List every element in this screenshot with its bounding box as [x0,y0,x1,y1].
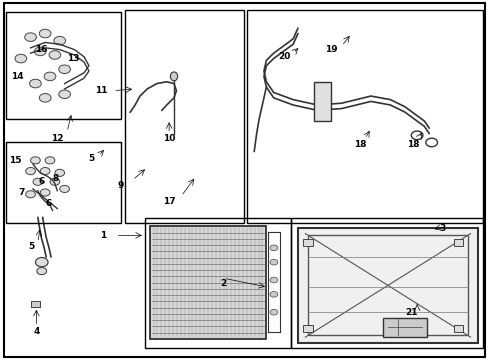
Circle shape [40,189,50,196]
Circle shape [44,72,56,81]
Text: 7: 7 [19,188,25,197]
Circle shape [15,54,27,63]
Text: 10: 10 [163,134,175,143]
Circle shape [55,169,64,176]
Bar [144,217,290,348]
Text: 8: 8 [53,174,59,183]
Circle shape [45,157,55,164]
Text: 4: 4 [33,327,40,336]
Circle shape [26,191,35,198]
Bar [297,228,477,342]
Circle shape [269,277,277,283]
Circle shape [60,185,69,193]
Circle shape [26,167,35,175]
Bar [246,10,482,223]
Text: 5: 5 [28,242,35,251]
Text: 6: 6 [39,177,45,186]
Text: 2: 2 [220,279,226,288]
Circle shape [30,157,40,164]
Circle shape [50,178,60,185]
Bar [453,239,462,246]
Bar [290,217,482,348]
Circle shape [269,259,277,265]
Text: 20: 20 [278,52,290,61]
Text: 21: 21 [404,308,417,317]
Bar [302,239,312,246]
Circle shape [37,267,46,275]
Circle shape [269,309,277,315]
Circle shape [39,29,51,38]
Text: 13: 13 [67,54,80,63]
Text: 15: 15 [9,156,21,165]
Text: 19: 19 [324,45,337,54]
Text: 14: 14 [11,72,24,81]
Text: 12: 12 [51,134,63,143]
Text: 3: 3 [439,224,445,233]
Bar [6,12,120,119]
Text: 16: 16 [35,45,47,54]
Circle shape [34,47,46,56]
Bar [313,82,330,121]
Circle shape [39,94,51,102]
Bar [302,325,312,332]
Text: 18: 18 [407,140,419,149]
Bar [6,143,120,223]
Circle shape [33,178,42,185]
Circle shape [30,79,41,88]
Circle shape [269,292,277,297]
Circle shape [269,245,277,251]
Bar [149,226,266,339]
Circle shape [49,51,61,59]
Text: 6: 6 [46,199,52,208]
Circle shape [59,65,70,73]
Bar [307,235,467,336]
Text: 17: 17 [163,197,175,206]
Ellipse shape [170,72,177,81]
Bar [382,318,426,337]
Bar [453,325,462,332]
Circle shape [40,167,50,175]
Bar [125,10,244,223]
Circle shape [35,257,48,267]
Bar [30,301,40,307]
Circle shape [25,33,36,41]
Text: 1: 1 [100,231,106,240]
Text: 9: 9 [117,181,123,190]
Circle shape [54,36,65,45]
Text: 18: 18 [353,140,366,149]
Text: 5: 5 [88,154,94,163]
Circle shape [59,90,70,99]
Text: 11: 11 [95,86,107,95]
